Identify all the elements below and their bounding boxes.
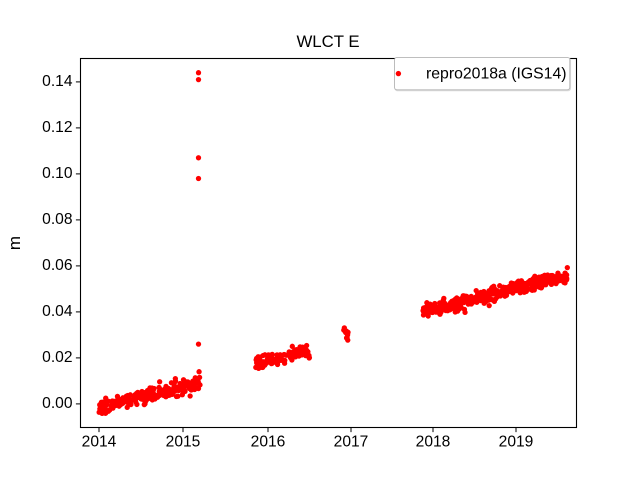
svg-text:0.02: 0.02 [42, 349, 72, 366]
svg-text:0.04: 0.04 [42, 303, 73, 320]
svg-text:2016: 2016 [251, 434, 286, 451]
svg-text:2014: 2014 [82, 434, 117, 451]
svg-text:0.00: 0.00 [42, 395, 73, 412]
svg-text:0.12: 0.12 [42, 119, 72, 136]
svg-text:2017: 2017 [334, 434, 369, 451]
svg-text:0.08: 0.08 [42, 211, 72, 228]
svg-text:WLCT E: WLCT E [296, 32, 359, 51]
svg-text:2018: 2018 [416, 434, 451, 451]
svg-text:0.10: 0.10 [42, 165, 73, 182]
svg-text:0.14: 0.14 [42, 73, 73, 90]
svg-text:2015: 2015 [166, 434, 201, 451]
svg-text:m: m [5, 236, 24, 250]
svg-text:2019: 2019 [499, 434, 534, 451]
svg-text:repro2018a (IGS14): repro2018a (IGS14) [426, 66, 567, 83]
svg-text:0.06: 0.06 [42, 257, 72, 274]
